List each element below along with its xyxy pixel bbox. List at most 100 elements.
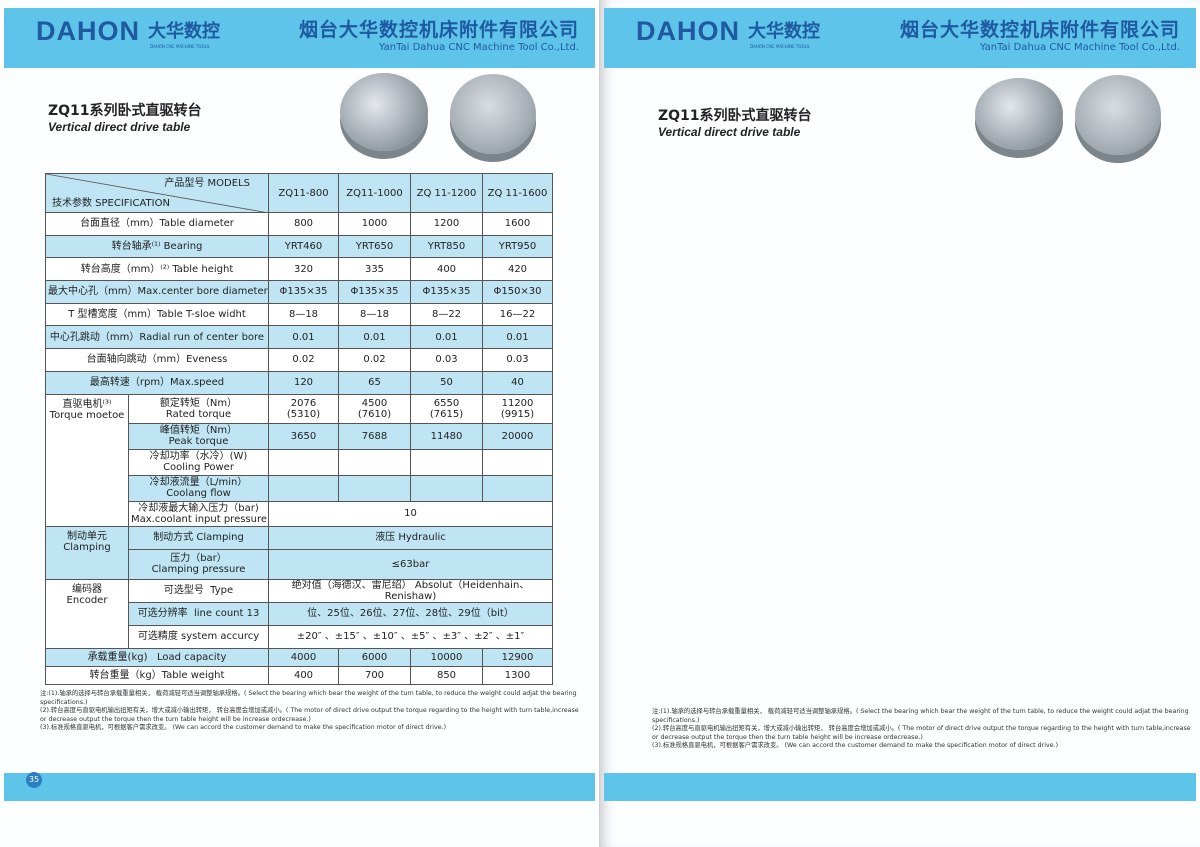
spec-value (268, 448, 339, 476)
page-title-cn: ZQ11系列卧式直驱转台 (658, 108, 812, 124)
footnote-item: (2).转台高度与直驱电机输出扭矩有关，增大或减小输出转矩， 转台高度会增加或减… (40, 707, 579, 723)
company-name-cn: 烟台大华数控机床附件有限公司 (899, 19, 1180, 41)
spec-value: Φ135×35 (268, 280, 339, 304)
spec-label: 冷却液流量（L/min） Coolang flow (128, 474, 269, 502)
model-header: ZQ11-1000 (338, 173, 411, 213)
product-image-turntable-tslot (450, 74, 536, 154)
spec-value: 420 (482, 257, 553, 282)
footnote-item: (3).标准规格直驱电机，可根据客户需求改变。 (We can accord t… (40, 724, 447, 732)
spec-label: 最大中心孔（mm）Max.center bore diameter (45, 280, 269, 304)
spec-value: 1300 (482, 665, 553, 685)
spec-value: 0.01 (338, 325, 411, 350)
spec-value (410, 448, 483, 476)
spec-row-cool_flow: 冷却液流量（L/min） Coolang flow (46, 474, 553, 502)
footer-band (604, 773, 1196, 801)
page-number: 35 (26, 772, 42, 788)
spec-row-diameter: 台面直径（mm）Table diameter 800 1000 1200 1600 (45, 212, 553, 236)
company-name-en: YanTai Dahua CNC Machine Tool Co.,Ltd. (378, 42, 579, 53)
spec-row-load: 承载重量(kg) Load capacity 4000 6000 10000 12900 (45, 647, 553, 667)
spec-label: 可选精度 system accurcy (128, 624, 269, 649)
spec-row-height: 转台高度（mm）⁽²⁾ Table height 320 335 400 420 (45, 257, 553, 282)
spec-value: 2076 (5310) (268, 393, 339, 424)
spec-value-merged: 位、25位、26位、27位、28位、29位（bit） (268, 601, 553, 626)
page-title-en: Vertical direct drive table (658, 125, 801, 139)
spec-value: YRT460 (268, 234, 339, 259)
spec-value: Φ150×30 (482, 280, 553, 304)
spec-value: 700 (338, 665, 411, 685)
spec-value: 65 (338, 370, 411, 395)
product-image-turntable (340, 73, 428, 151)
brand-logo: DAHON (636, 16, 740, 46)
header-band (604, 8, 1196, 68)
spec-value (482, 474, 553, 502)
brand-logo: DAHON (36, 16, 140, 46)
spec-value: 320 (268, 257, 339, 282)
spec-label: 转台重量（kg）Table weight (45, 665, 269, 685)
model-header: ZQ11-800 (268, 173, 339, 213)
spec-value-merged: 绝对值（海德汉、雷尼绍） Absolut（Heidenhain、Renishaw… (268, 578, 553, 603)
spec-value: 1200 (410, 212, 483, 236)
spec-value: YRT950 (482, 234, 553, 259)
spec-label: 额定转矩（Nm） Rated torque (128, 393, 269, 424)
spec-label: 台面直径（mm）Table diameter (45, 212, 269, 236)
spec-value: 0.02 (268, 348, 339, 372)
spec-value: 0.01 (410, 325, 483, 350)
spec-value: YRT650 (338, 234, 411, 259)
spec-value: 3650 (268, 422, 339, 450)
spec-label: 台面轴向跳动（mm）Eveness (45, 348, 269, 372)
spec-value: Φ135×35 (338, 280, 411, 304)
spec-table: 产品型号 MODELS 技术参数 SPECIFICATION ZQ11-800 ZQ1… (45, 173, 553, 685)
spec-label: 转台高度（mm）⁽²⁾ Table height (45, 257, 269, 282)
spec-label: 制动方式 Clamping (128, 525, 269, 550)
spec-label: T 型槽宽度（mm）Table T-sloe widht (45, 302, 269, 327)
spec-row-eveness: 台面轴向跳动（mm）Eveness 0.02 0.02 0.03 0.03 (45, 348, 553, 372)
brand-logo-sub: DAHON CNC MACHINE TOOLS (750, 44, 810, 49)
spec-value: 800 (268, 212, 339, 236)
spec-value: 4000 (268, 647, 339, 667)
header-band (4, 8, 595, 68)
footnotes: 注:(1).轴承的选择与转台承载重量相关， 载荷减轻可适当调整轴承规格。( Se… (652, 708, 1192, 751)
model-header: ZQ 11-1600 (482, 173, 553, 213)
footnote-item: 注:(1).轴承的选择与转台承载重量相关， 载荷减轻可适当调整轴承规格。( Se… (40, 690, 577, 706)
spec-value: 4500 (7610) (338, 393, 411, 424)
group-label-encoder: 编码器 Encoder (45, 578, 129, 649)
spec-value: 16—22 (482, 302, 553, 327)
header-models-label: 产品型号 MODELS (164, 178, 250, 189)
spec-value: 0.01 (268, 325, 339, 350)
spec-value: 335 (338, 257, 411, 282)
spec-value: 6550 (7615) (410, 393, 483, 424)
spec-row-tslot: T 型槽宽度（mm）Table T-sloe widht 8—18 8—18 8—22… (45, 302, 553, 327)
header-diagonal-cell: 产品型号 MODELS 技术参数 SPECIFICATION (45, 173, 269, 213)
spec-label: 压力（bar） Clamping pressure (128, 548, 269, 580)
spec-value (338, 448, 411, 476)
spec-label: 可选分辨率 line count 13 (128, 601, 269, 626)
spec-value: 0.01 (482, 325, 553, 350)
spec-value: 0.03 (482, 348, 553, 372)
footnote-item: (3).标准规格直驱电机，可根据客户需求改变。 (We can accord t… (652, 742, 1059, 750)
spec-row-peak: 峰值转矩（Nm） Peak torque 3650 7688 11480 20000 (46, 422, 553, 450)
spec-row-weight: 转台重量（kg）Table weight 400 700 850 1300 (45, 665, 553, 685)
spec-label: 可选型号 Type (128, 578, 269, 603)
spec-row-enc_line: 可选分辨率 line count 13 位、25位、26位、27位、28位、29位… (46, 601, 553, 626)
spec-value: YRT850 (410, 234, 483, 259)
spec-value: 10000 (410, 647, 483, 667)
spec-row-rated: 直驱电机⁽³⁾ Torque moetoe 额定转矩（Nm） Rated torq… (45, 393, 553, 527)
spec-value-merged: 10 (268, 500, 553, 527)
spec-value: 11480 (410, 422, 483, 450)
spec-label: 承载重量(kg) Load capacity (45, 647, 269, 667)
spec-row-cool_pressure: 冷却液最大输入压力（bar) Max.coolant input pressur… (46, 500, 553, 527)
page-title-cn: ZQ11系列卧式直驱转台 (48, 103, 202, 119)
spec-row-enc_acc: 可选精度 system accurcy ±20″ 、±15″ 、±10″ 、±5″… (46, 624, 553, 649)
spec-value (268, 474, 339, 502)
spec-value: 1000 (338, 212, 411, 236)
page-right: DAHON 大华数控 DAHON CNC MACHINE TOOLS 烟台大华数控机床… (600, 0, 1200, 847)
footnotes: 注:(1).轴承的选择与转台承载重量相关， 载荷减轻可适当调整轴承规格。( Se… (40, 690, 580, 733)
spec-label: 转台轴承⁽¹⁾ Bearing (45, 234, 269, 259)
spec-value: 8—18 (338, 302, 411, 327)
spec-value: 40 (482, 370, 553, 395)
spec-value: 6000 (338, 647, 411, 667)
spec-value: 11200 (9915) (482, 393, 553, 424)
spec-label: 中心孔跳动（mm）Radial run of center bore (45, 325, 269, 350)
spec-row-speed: 最高转速（rpm）Max.speed 120 65 50 40 (45, 370, 553, 395)
company-name-cn: 烟台大华数控机床附件有限公司 (298, 19, 579, 41)
